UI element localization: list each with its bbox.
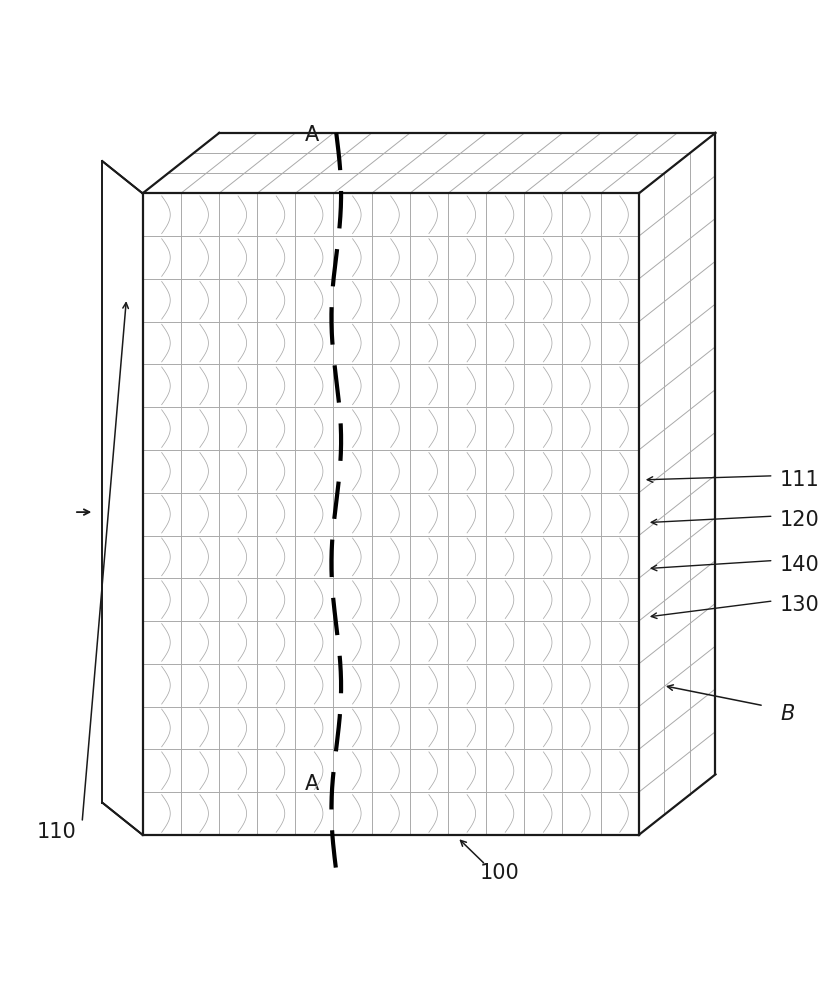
Text: 140: 140: [780, 555, 820, 575]
Text: A: A: [305, 774, 319, 794]
Text: B: B: [780, 704, 795, 724]
Text: 110: 110: [36, 822, 76, 842]
Text: A: A: [305, 125, 319, 145]
Text: 130: 130: [780, 595, 820, 615]
Text: 111: 111: [780, 470, 820, 490]
Text: 120: 120: [780, 510, 820, 530]
Text: 100: 100: [480, 863, 520, 883]
